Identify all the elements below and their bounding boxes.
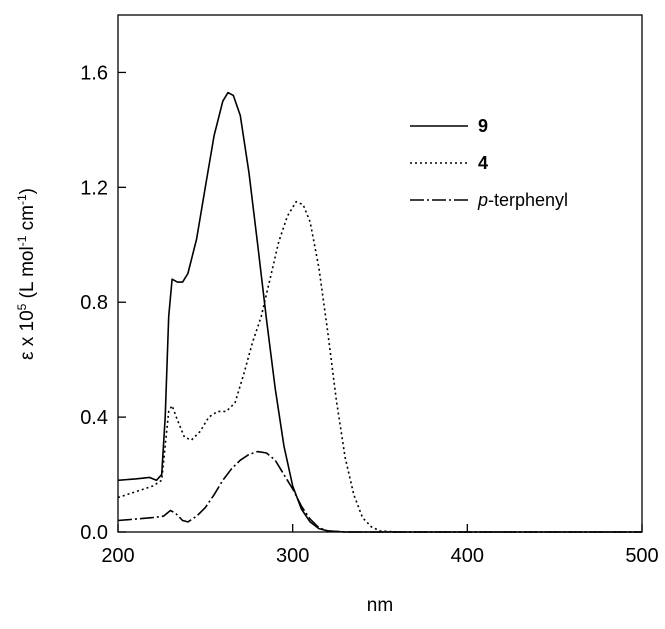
x-axis-title: nm [367, 595, 393, 616]
y-axis-unit-open: (L mol [17, 246, 38, 303]
y-tick-label: 1.6 [80, 62, 108, 84]
series-line-4 [117, 200, 642, 533]
series-line-9 [117, 91, 642, 533]
y-tick-label: 0.0 [80, 522, 108, 544]
y-axis-unit-exp2: -1 [15, 194, 29, 205]
legend-label-4: 4 [478, 153, 488, 173]
legend-item-4: 4 [410, 153, 488, 173]
legend-label-p-terphenyl: p-terphenyl [477, 190, 568, 210]
legend: 9 4 p-terphenyl [410, 116, 568, 210]
y-axis-times: x 10 [17, 310, 38, 351]
y-axis-unit-exp1: -1 [15, 235, 29, 246]
y-tick-label: 0.4 [80, 407, 108, 429]
plot-frame [117, 14, 643, 533]
y-axis-symbol: ε [17, 351, 38, 360]
y-axis-exp: 5 [15, 303, 29, 310]
y-tick-label: 1.2 [80, 177, 108, 199]
legend-label-9: 9 [478, 116, 488, 136]
tick-group: 200 300 400 500 0.0 0.4 0.8 1.2 1.6 [80, 62, 659, 567]
x-tick-label: 400 [451, 545, 484, 567]
series-line-p-terphenyl [117, 450, 642, 533]
y-axis-unit-close: ) [17, 188, 38, 194]
x-tick-label: 300 [276, 545, 309, 567]
legend-item-9: 9 [410, 116, 488, 136]
y-tick-label: 0.8 [80, 292, 108, 314]
y-axis-unit-mid: cm [17, 205, 38, 236]
series-group [117, 91, 642, 533]
x-tick-label: 200 [101, 545, 134, 567]
legend-item-p-terphenyl: p-terphenyl [410, 190, 568, 210]
y-axis-title: ε x 105 (L mol-1 cm-1) [15, 188, 38, 360]
x-tick-label: 500 [625, 545, 658, 567]
